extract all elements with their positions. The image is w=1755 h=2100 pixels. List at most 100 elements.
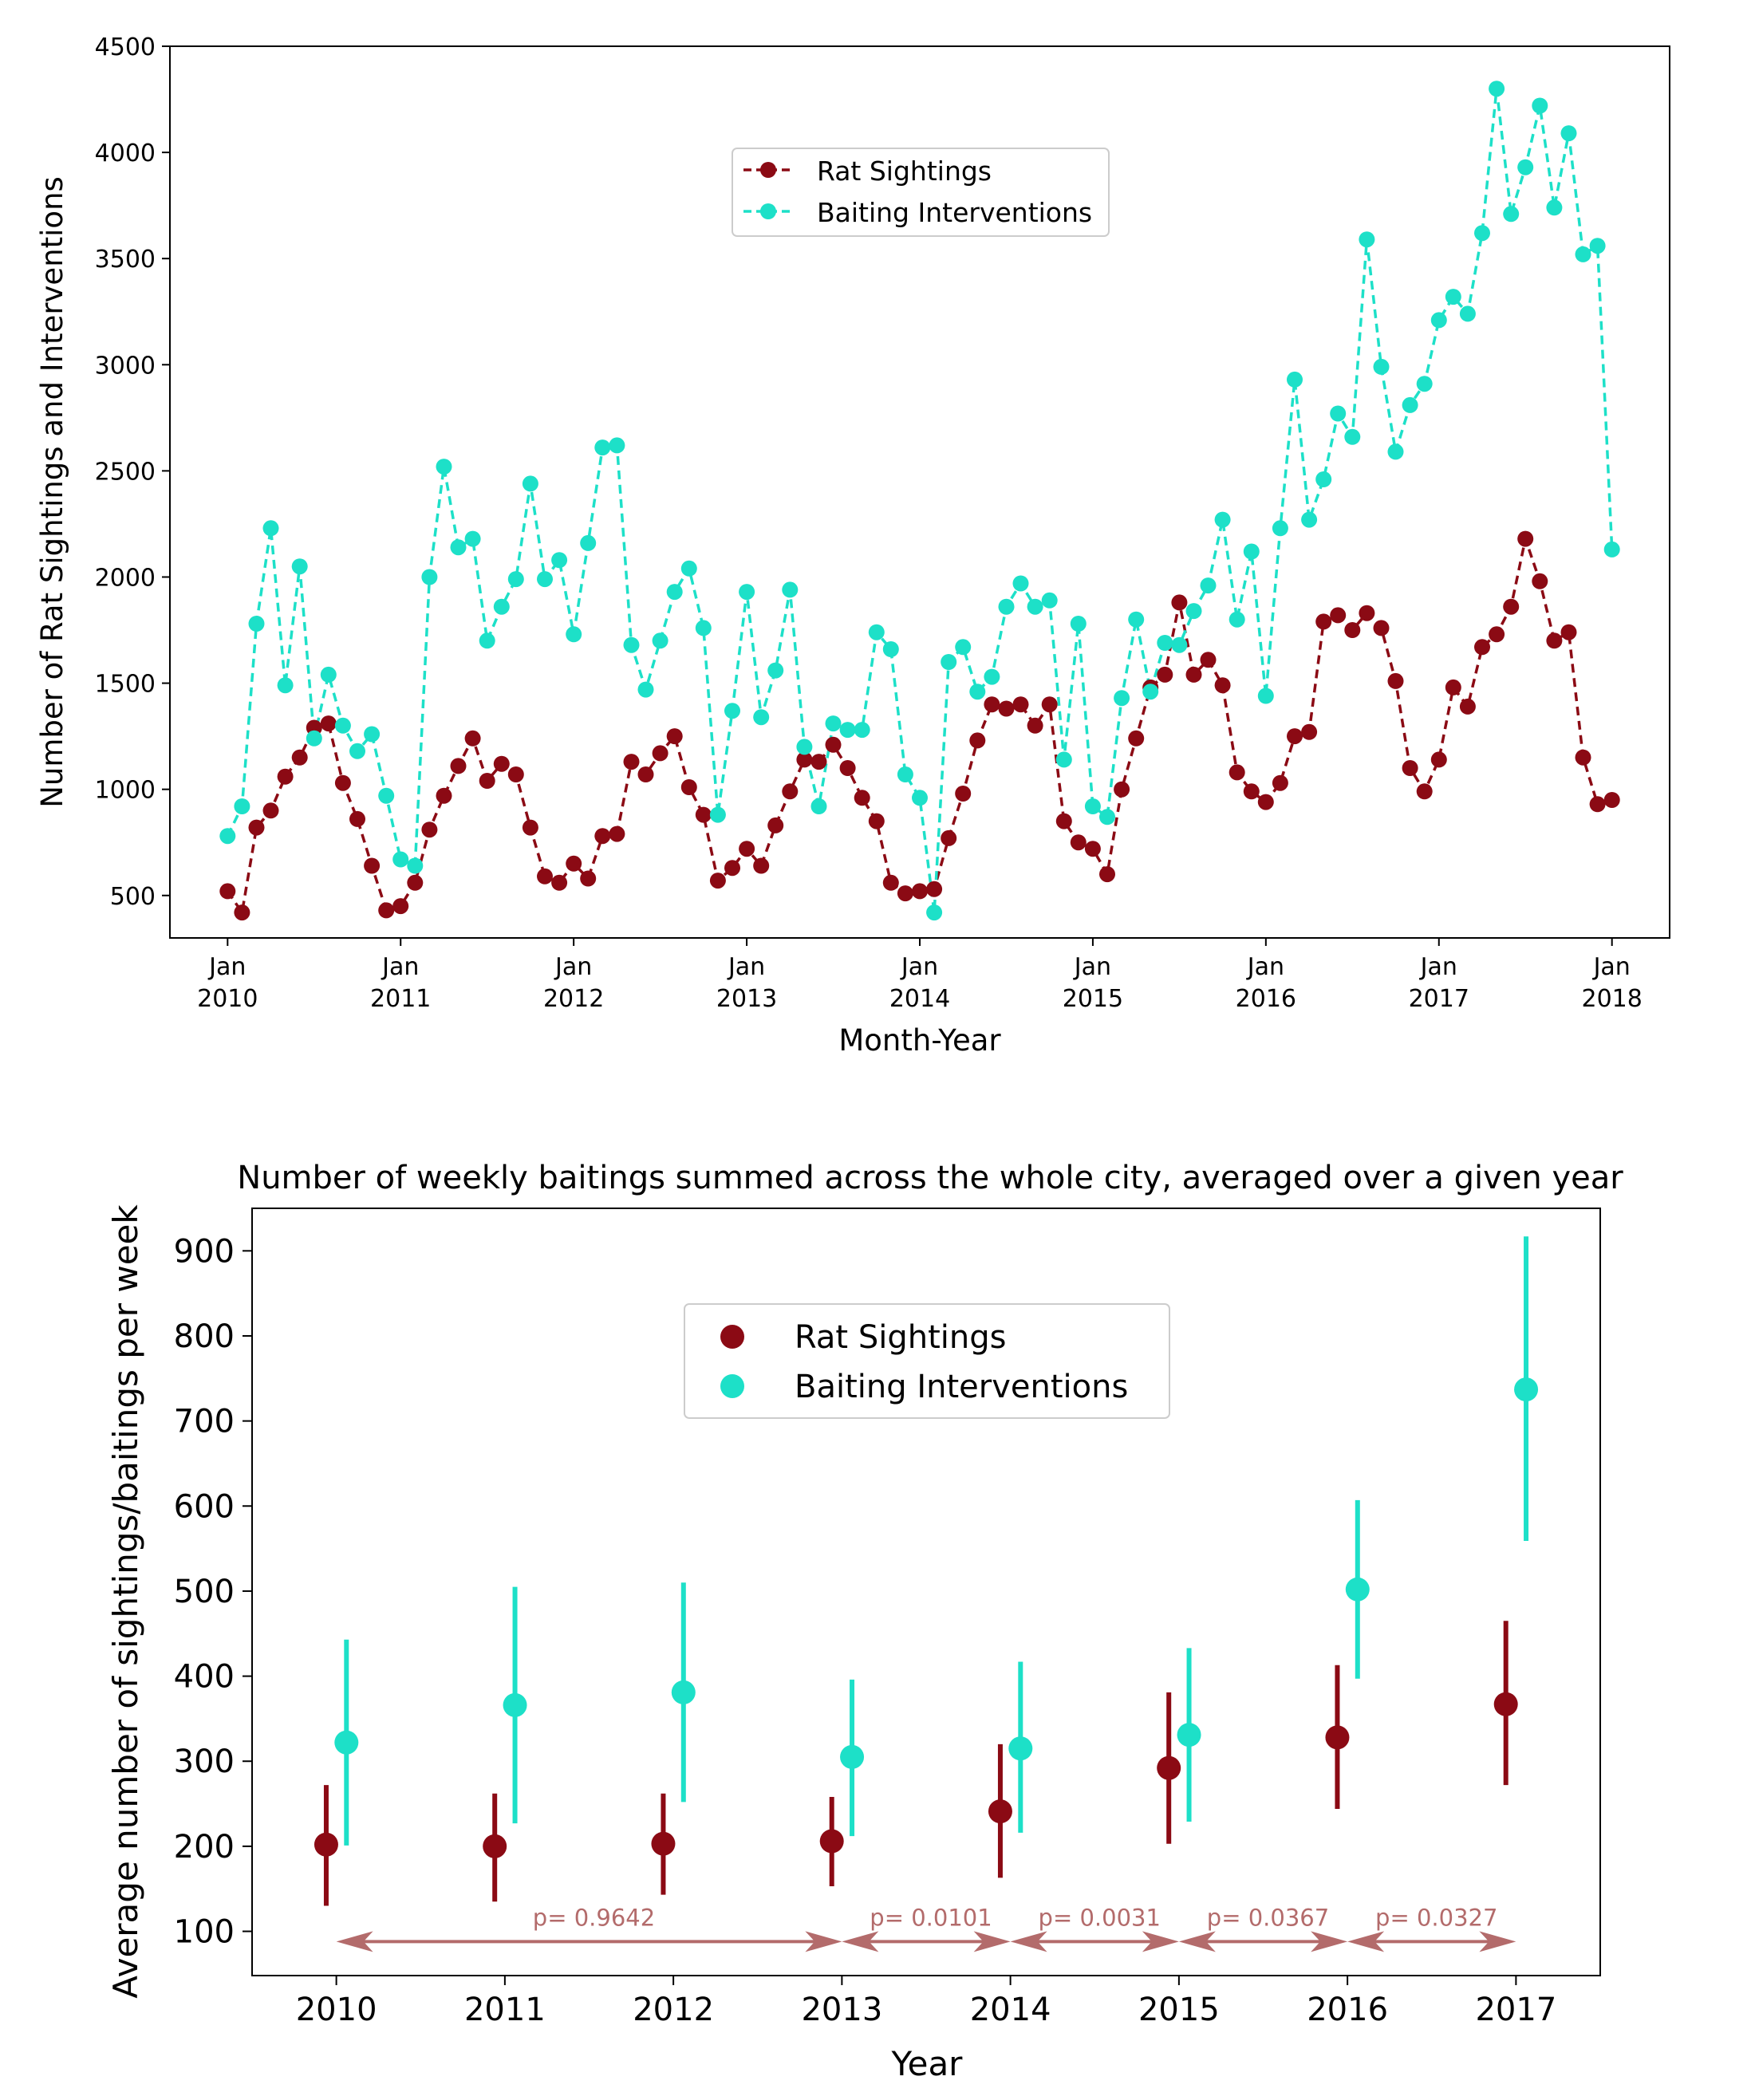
top-point-baiting: [1603, 541, 1620, 558]
bottom-point-baiting: [671, 1680, 696, 1704]
top-point-baiting: [652, 632, 668, 649]
top-point-rat: [537, 868, 553, 885]
bottom-legend-label-baiting: Baiting Interventions: [795, 1369, 1128, 1405]
top-point-baiting: [349, 743, 365, 759]
top-legend-label-rat: Rat Sightings: [817, 156, 992, 187]
top-point-baiting: [407, 857, 424, 874]
top-point-baiting: [1430, 312, 1447, 329]
top-point-baiting: [955, 639, 972, 656]
top-point-rat: [724, 860, 740, 877]
top-point-baiting: [1359, 231, 1375, 248]
bottom-pvalue-annotations: p= 0.9642 p= 0.0101 p= 0.0031 p= 0.0367 p= 0…: [336, 1904, 1516, 1952]
top-point-rat: [1416, 783, 1433, 800]
top-point-baiting: [1416, 376, 1433, 392]
top-point-rat: [637, 766, 654, 782]
top-point-rat: [839, 760, 856, 776]
top-point-baiting: [1474, 225, 1490, 242]
pvalue-label: p= 0.0327: [1375, 1904, 1497, 1931]
top-point-rat: [1228, 764, 1245, 781]
top-point-baiting: [1171, 636, 1188, 653]
bottom-point-baiting: [840, 1744, 865, 1769]
top-point-rat: [666, 728, 683, 745]
top-x-tick-label: 2011: [370, 985, 431, 1013]
top-point-baiting: [839, 722, 856, 739]
pvalue-label: p= 0.0101: [870, 1904, 992, 1931]
top-point-rat: [1171, 594, 1188, 611]
top-point-baiting: [1387, 443, 1404, 460]
top-point-rat: [364, 857, 381, 874]
bottom-point-rat: [819, 1829, 844, 1854]
top-legend: Rat Sightings Baiting Interventions: [732, 148, 1110, 237]
bottom-x-tick-label: 2014: [970, 1992, 1051, 2028]
top-point-baiting: [1128, 611, 1145, 628]
top-point-baiting: [1546, 199, 1563, 216]
top-point-baiting: [695, 620, 712, 636]
top-x-axis-label: Month-Year: [838, 1023, 1001, 1058]
top-point-rat: [1359, 605, 1375, 621]
top-point-baiting: [1243, 543, 1260, 560]
top-x-tick-label: 2012: [543, 985, 604, 1013]
top-y-tick-label: 1500: [95, 671, 156, 699]
top-point-rat: [1027, 717, 1043, 734]
top-point-baiting: [580, 534, 597, 551]
pvalue-arrow-head: [973, 1931, 1011, 1952]
top-point-baiting: [1589, 238, 1606, 254]
top-legend-marker-baiting: [760, 203, 776, 219]
top-point-baiting: [998, 598, 1015, 615]
bottom-series-group: [314, 1236, 1539, 1906]
bottom-point-baiting: [503, 1692, 527, 1717]
top-point-baiting: [739, 584, 755, 601]
top-point-rat: [450, 758, 467, 774]
top-point-baiting: [248, 616, 265, 632]
top-point-rat: [1445, 679, 1461, 695]
top-point-rat: [1315, 613, 1332, 630]
top-point-baiting: [753, 709, 770, 726]
top-point-rat: [825, 736, 842, 753]
top-point-rat: [320, 715, 337, 732]
top-point-rat: [1185, 666, 1202, 683]
top-x-tick-label: Jan: [381, 953, 419, 981]
top-point-baiting: [262, 520, 279, 537]
top-x-tick-label: Jan: [1073, 953, 1111, 981]
top-point-baiting: [767, 662, 784, 679]
top-point-baiting: [364, 726, 381, 743]
top-point-baiting: [724, 703, 740, 719]
top-point-rat: [1157, 666, 1173, 683]
bottom-y-tick-label: 900: [174, 1233, 235, 1270]
pvalue-arrow-head: [1311, 1931, 1348, 1952]
bottom-point-rat: [651, 1831, 676, 1856]
top-y-axis-label: Number of Rat Sightings and Intervention…: [35, 176, 69, 808]
top-point-rat: [1330, 607, 1347, 624]
bottom-point-baiting: [1345, 1577, 1370, 1602]
top-point-baiting: [796, 739, 813, 755]
top-point-baiting: [912, 790, 928, 806]
top-point-baiting: [334, 717, 351, 734]
top-y-tick-label: 3000: [95, 352, 156, 380]
top-point-rat: [1070, 834, 1087, 851]
top-point-rat: [810, 754, 827, 770]
pvalue-arrow-head: [805, 1931, 842, 1952]
top-point-baiting: [1402, 396, 1418, 413]
top-x-tick-label: Jan: [900, 953, 938, 981]
top-point-rat: [219, 883, 236, 900]
top-point-rat: [623, 754, 640, 770]
top-point-baiting: [1330, 405, 1347, 422]
top-point-rat: [709, 873, 726, 889]
bottom-legend: Rat Sightings Baiting Interventions: [684, 1303, 1170, 1419]
bottom-point-rat: [314, 1832, 338, 1857]
top-point-rat: [349, 810, 365, 827]
top-series-line-rat: [226, 534, 1613, 916]
top-point-rat: [868, 813, 885, 829]
top-point-baiting: [1575, 246, 1591, 262]
bottom-point-rat: [1325, 1725, 1350, 1750]
bottom-legend-marker-rat: [720, 1325, 744, 1349]
top-point-baiting: [984, 668, 1000, 685]
top-point-rat: [1128, 730, 1145, 747]
top-legend-label-baiting: Baiting Interventions: [817, 197, 1092, 228]
top-y-tick-label: 3500: [95, 246, 156, 274]
top-point-rat: [1344, 622, 1361, 638]
top-point-baiting: [277, 677, 294, 694]
top-point-baiting: [623, 636, 640, 653]
top-point-baiting: [1344, 428, 1361, 445]
